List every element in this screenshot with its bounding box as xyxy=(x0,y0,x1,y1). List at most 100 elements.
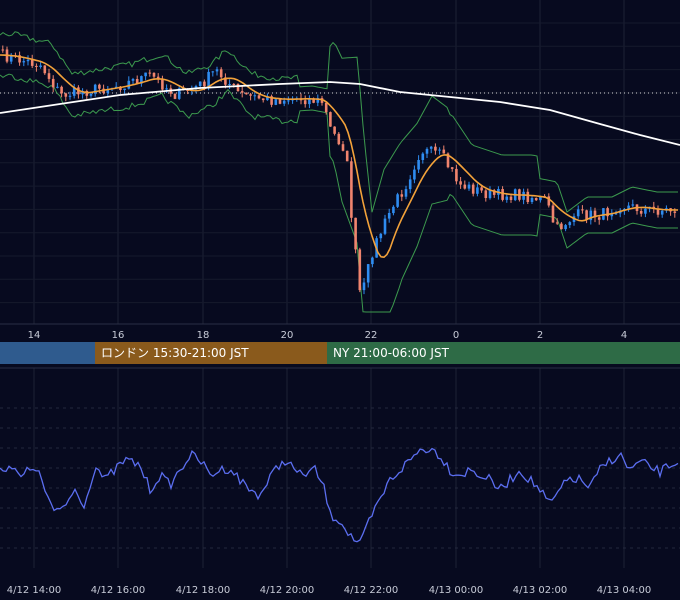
candle xyxy=(119,86,122,90)
osc-x-tick-label: 4/13 02:00 xyxy=(513,585,567,596)
candle xyxy=(228,84,231,85)
session-label: NY 21:00-06:00 JST xyxy=(333,346,450,360)
candle xyxy=(156,76,160,79)
candle xyxy=(316,98,320,103)
candle xyxy=(547,196,551,206)
candle xyxy=(177,88,181,99)
bollinger-bands xyxy=(0,31,678,313)
candle xyxy=(43,65,47,74)
candle xyxy=(383,218,387,234)
candle xyxy=(438,149,441,151)
candle xyxy=(581,209,584,211)
candle xyxy=(505,196,509,200)
candle xyxy=(660,210,664,215)
x-tick-label: 20 xyxy=(281,330,294,341)
candle xyxy=(337,133,341,145)
candle xyxy=(245,92,248,95)
candle xyxy=(463,184,467,189)
candle xyxy=(308,98,311,105)
x-tick-label: 14 xyxy=(28,330,41,341)
candle xyxy=(534,198,538,201)
candle xyxy=(47,73,51,79)
candle xyxy=(392,206,395,214)
candle xyxy=(144,72,147,77)
candle xyxy=(123,88,126,90)
candle xyxy=(597,217,601,220)
candle xyxy=(207,71,210,87)
session-2 xyxy=(327,342,680,364)
candle xyxy=(404,189,408,197)
candle xyxy=(446,153,450,168)
osc-x-tick-label: 4/12 18:00 xyxy=(176,585,230,596)
candle xyxy=(560,223,563,230)
candle xyxy=(455,168,458,182)
candle xyxy=(257,95,261,99)
bollinger-upper xyxy=(0,31,678,213)
candle xyxy=(530,198,534,202)
osc-x-tick-label: 4/13 04:00 xyxy=(597,585,651,596)
candle xyxy=(26,59,30,62)
candle xyxy=(484,190,488,198)
candle xyxy=(421,153,425,160)
candle xyxy=(639,211,643,214)
candle xyxy=(610,213,614,217)
oscillator-grid xyxy=(0,368,680,568)
candle xyxy=(362,282,366,291)
osc-x-tick-label: 4/12 16:00 xyxy=(91,585,145,596)
short-ma-line xyxy=(0,54,678,259)
x-tick-label: 18 xyxy=(197,330,210,341)
candle xyxy=(161,78,164,90)
candle xyxy=(224,77,227,85)
x-tick-label: 4 xyxy=(621,330,627,341)
x-tick-label: 16 xyxy=(112,330,125,341)
candle xyxy=(606,208,609,217)
main-grid xyxy=(0,0,680,324)
candle xyxy=(18,55,21,63)
session-1 xyxy=(95,342,327,364)
moving-averages xyxy=(0,54,680,259)
candle xyxy=(9,55,13,62)
candle xyxy=(68,95,72,97)
candle xyxy=(371,257,374,265)
candle xyxy=(39,65,42,67)
candle xyxy=(148,72,152,74)
candle xyxy=(333,126,336,134)
candle xyxy=(673,211,677,213)
candle xyxy=(98,84,101,89)
candle xyxy=(408,179,412,190)
candle xyxy=(30,59,34,66)
session-label: ロンドン 15:30-21:00 JST xyxy=(101,346,249,360)
candle xyxy=(81,91,84,95)
candle xyxy=(232,84,236,85)
main-x-axis: 14 16 18 20 22 0 2 4 xyxy=(28,330,628,341)
candle xyxy=(379,233,383,239)
candle xyxy=(471,184,475,194)
candle xyxy=(564,225,567,230)
candle xyxy=(480,187,483,191)
candle xyxy=(459,181,462,185)
candle xyxy=(106,89,110,93)
bollinger-lower xyxy=(0,73,678,313)
candle xyxy=(417,160,420,170)
osc-x-tick-label: 4/12 14:00 xyxy=(7,585,61,596)
candle xyxy=(509,196,513,200)
candle xyxy=(1,49,5,51)
candle xyxy=(253,95,257,97)
candle xyxy=(631,204,635,206)
candle xyxy=(211,71,215,73)
candle xyxy=(589,210,593,221)
candle xyxy=(329,112,332,127)
candle xyxy=(165,88,168,90)
candle xyxy=(644,208,647,214)
candle xyxy=(266,96,269,101)
candle xyxy=(249,94,252,96)
candle xyxy=(72,87,76,96)
candle xyxy=(488,190,492,199)
candle xyxy=(312,98,315,103)
candle xyxy=(303,100,307,105)
candle xyxy=(400,194,404,197)
candle xyxy=(274,99,278,105)
candle xyxy=(585,210,588,220)
